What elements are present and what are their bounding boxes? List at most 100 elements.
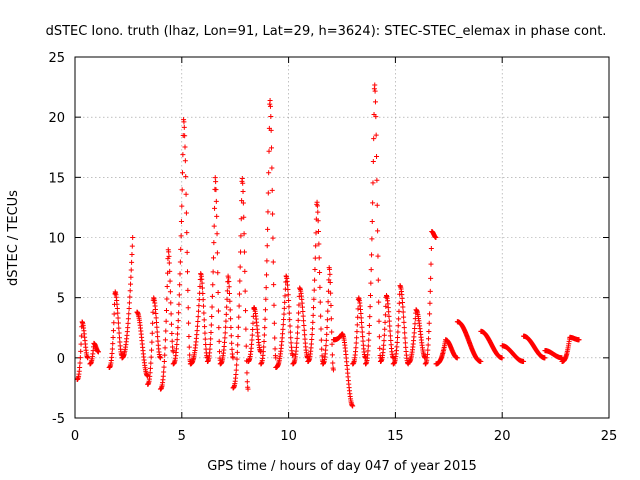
- plot-frame: [74, 56, 610, 419]
- data-point: [299, 304, 305, 310]
- data-point: [85, 355, 91, 361]
- data-point: [311, 296, 317, 302]
- x-tick-label: 15: [387, 429, 404, 444]
- data-point: [375, 228, 381, 234]
- data-point: [396, 300, 402, 306]
- data-point: [109, 351, 115, 357]
- y-axis-label: dSTEC / TECUs: [6, 190, 21, 286]
- data-point: [359, 329, 365, 335]
- data-point: [226, 278, 232, 284]
- data-point: [161, 358, 167, 364]
- data-point: [161, 364, 167, 370]
- data-point: [271, 282, 277, 288]
- data-point: [328, 316, 334, 322]
- data-point: [358, 315, 364, 321]
- data-point: [224, 288, 230, 294]
- data-point: [395, 335, 401, 341]
- data-point: [301, 327, 307, 333]
- data-point: [147, 365, 153, 371]
- data-point: [202, 324, 208, 330]
- data-point: [267, 98, 273, 104]
- data-point: [400, 309, 406, 315]
- data-point: [236, 303, 242, 309]
- data-point: [180, 170, 186, 176]
- data-point: [241, 214, 247, 220]
- data-point: [243, 343, 249, 349]
- data-point: [262, 325, 268, 331]
- data-point: [402, 340, 408, 346]
- data-point: [184, 249, 190, 255]
- data-point: [164, 296, 170, 302]
- data-point: [427, 300, 433, 306]
- data-point: [323, 337, 329, 343]
- data-point: [243, 308, 249, 314]
- data-point: [111, 320, 117, 326]
- data-point: [374, 154, 380, 160]
- data-point: [396, 308, 402, 314]
- data-point: [318, 337, 324, 343]
- data-point: [240, 200, 246, 206]
- data-point: [166, 253, 172, 259]
- data-point: [169, 338, 175, 344]
- data-point: [366, 330, 372, 336]
- data-point: [182, 158, 188, 164]
- data-point: [181, 124, 187, 130]
- data-point: [301, 318, 307, 324]
- data-point: [208, 336, 214, 342]
- data-point: [215, 289, 221, 295]
- data-point: [329, 352, 335, 358]
- data-point: [375, 253, 381, 259]
- data-point: [381, 342, 387, 348]
- data-point: [372, 99, 378, 105]
- data-point: [115, 315, 121, 321]
- data-point: [263, 296, 269, 302]
- data-point: [110, 328, 116, 334]
- data-point: [325, 308, 331, 314]
- data-point: [265, 226, 271, 232]
- data-point: [264, 272, 270, 278]
- data-point: [402, 330, 408, 336]
- data-point: [314, 203, 320, 209]
- data-point: [315, 218, 321, 224]
- data-point: [111, 311, 117, 317]
- data-point: [228, 325, 234, 331]
- data-point: [182, 133, 188, 139]
- data-point: [318, 313, 324, 319]
- data-point: [401, 319, 407, 325]
- data-point: [207, 341, 213, 347]
- data-point: [160, 373, 166, 379]
- chart-title: dSTEC Iono. truth (lhaz, Lon=91, Lat=29,…: [46, 24, 607, 39]
- data-point: [358, 311, 364, 317]
- data-point: [201, 310, 207, 316]
- data-point: [110, 341, 116, 347]
- data-point: [261, 344, 267, 350]
- data-point: [194, 323, 200, 329]
- data-point: [269, 165, 275, 171]
- data-point: [401, 325, 407, 331]
- data-point: [359, 324, 365, 330]
- data-point: [241, 231, 247, 237]
- data-point: [129, 259, 135, 265]
- data-point: [294, 340, 300, 346]
- data-point: [242, 268, 248, 274]
- data-point: [178, 218, 184, 224]
- data-point: [266, 170, 272, 176]
- data-point: [186, 344, 192, 350]
- data-point: [269, 187, 275, 193]
- data-point: [244, 370, 250, 376]
- data-point: [229, 340, 235, 346]
- data-point: [301, 323, 307, 329]
- data-point: [249, 341, 255, 347]
- data-point: [382, 312, 388, 318]
- data-point: [200, 290, 206, 296]
- data-point: [309, 326, 315, 332]
- data-point: [229, 346, 235, 352]
- data-point: [129, 251, 135, 257]
- data-point: [249, 332, 255, 338]
- data-point: [327, 271, 333, 277]
- data-point: [227, 298, 233, 304]
- data-point: [201, 303, 207, 309]
- data-point: [368, 280, 374, 286]
- data-point: [296, 310, 302, 316]
- data-point: [365, 343, 371, 349]
